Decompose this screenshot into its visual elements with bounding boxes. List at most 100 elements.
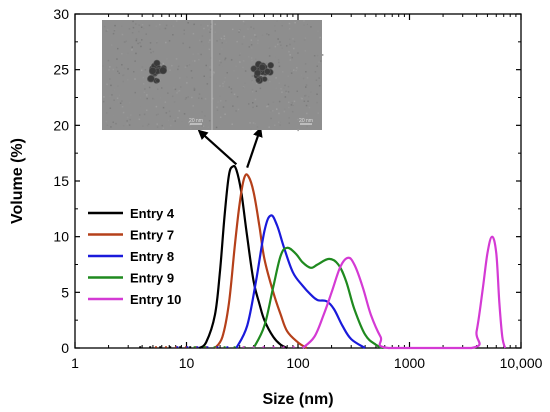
- tem-noise: [153, 77, 156, 79]
- tem-noise: [289, 43, 291, 46]
- tem-noise: [232, 105, 234, 107]
- tem-noise: [287, 85, 290, 88]
- tem-noise: [105, 30, 107, 32]
- tem-noise: [200, 53, 202, 56]
- legend-item-1: Entry 4: [88, 206, 175, 221]
- tem-noise: [146, 94, 148, 96]
- tem-noise: [213, 72, 215, 74]
- tem-noise: [253, 27, 255, 30]
- tem-noise: [318, 85, 321, 87]
- tem-noise: [203, 27, 205, 30]
- tem-noise: [233, 70, 235, 72]
- tem-noise: [252, 106, 254, 109]
- tem-noise: [316, 93, 318, 95]
- tem-noise: [210, 28, 212, 30]
- tem-noise: [256, 82, 258, 85]
- tem-noise: [218, 124, 221, 127]
- tem-noise: [146, 124, 149, 127]
- tem-noise: [317, 30, 319, 32]
- tem-noise: [146, 97, 148, 100]
- y-tick-label: 20: [53, 117, 69, 133]
- tem-noise: [222, 106, 225, 108]
- tem-noise: [283, 87, 285, 89]
- legend-item-4: Entry 9: [88, 271, 174, 286]
- tem-noise: [157, 88, 159, 90]
- tem-noise: [158, 28, 161, 30]
- tem-noise: [278, 61, 280, 64]
- tem-noise: [189, 123, 191, 126]
- tem-noise: [103, 25, 106, 28]
- tem-noise: [198, 119, 200, 121]
- tem-noise: [194, 60, 196, 62]
- tem-noise: [172, 25, 175, 27]
- tem-noise: [294, 21, 296, 24]
- tem-noise: [106, 83, 108, 86]
- tem-noise: [206, 83, 209, 85]
- tem-noise: [111, 44, 113, 46]
- tem-noise: [208, 120, 211, 122]
- tem-noise: [192, 32, 195, 35]
- tem-noise: [232, 28, 234, 31]
- tem-noise: [183, 33, 185, 35]
- legend-label: Entry 9: [130, 271, 174, 286]
- tem-noise: [228, 86, 230, 88]
- tem-noise: [143, 113, 146, 116]
- tem-noise: [112, 89, 114, 91]
- tem-noise: [207, 126, 209, 128]
- tem-noise: [186, 65, 188, 67]
- tem-noise: [129, 102, 131, 104]
- tem-noise: [225, 100, 227, 102]
- tem-noise: [224, 57, 227, 59]
- tem-noise: [223, 124, 225, 126]
- tem-noise: [203, 75, 205, 77]
- x-tick-label: 1: [71, 355, 79, 371]
- tem-noise: [281, 91, 283, 93]
- tem-noise: [303, 24, 305, 26]
- tem-noise: [156, 126, 159, 128]
- tem-noise: [252, 102, 254, 104]
- tem-noise: [287, 91, 290, 93]
- tem-noise: [222, 65, 224, 67]
- tem-noise: [133, 51, 135, 53]
- tem-noise: [121, 105, 124, 108]
- tem-noise: [132, 20, 134, 23]
- tem-noise: [194, 88, 196, 90]
- tem-noise: [256, 126, 259, 128]
- tem-noise: [285, 90, 287, 93]
- tem-noise: [219, 116, 222, 118]
- tem-noise: [138, 30, 140, 33]
- tem-noise: [274, 45, 277, 48]
- tem-noise: [220, 37, 223, 40]
- tem-noise: [226, 72, 228, 74]
- nanoparticle: [258, 63, 266, 71]
- tem-noise: [304, 63, 307, 65]
- tem-noise: [111, 94, 113, 96]
- tem-noise: [318, 61, 320, 63]
- tem-noise: [243, 23, 246, 25]
- tem-noise: [115, 66, 118, 69]
- tem-noise: [289, 54, 291, 56]
- tem-noise: [313, 55, 316, 57]
- tem-noise: [187, 96, 189, 98]
- tem-noise: [270, 117, 272, 120]
- tem-noise: [141, 66, 144, 68]
- tem-noise: [274, 56, 277, 58]
- tem-noise: [317, 112, 319, 114]
- nanoparticle: [254, 69, 262, 77]
- tem-noise: [126, 78, 129, 81]
- tem-noise: [213, 78, 215, 81]
- tem-noise: [200, 40, 203, 43]
- tem-noise: [250, 128, 252, 131]
- tem-noise: [112, 32, 115, 35]
- tem-noise: [202, 125, 205, 127]
- tem-noise: [268, 55, 271, 57]
- series-line-3: [235, 214, 366, 349]
- tem-noise: [278, 65, 281, 68]
- tem-noise: [251, 59, 253, 62]
- tem-noise: [144, 69, 147, 71]
- tem-noise: [108, 69, 110, 71]
- tem-noise: [171, 64, 173, 67]
- tem-noise: [267, 79, 269, 81]
- tem-noise: [314, 71, 317, 73]
- tem-noise: [183, 29, 185, 31]
